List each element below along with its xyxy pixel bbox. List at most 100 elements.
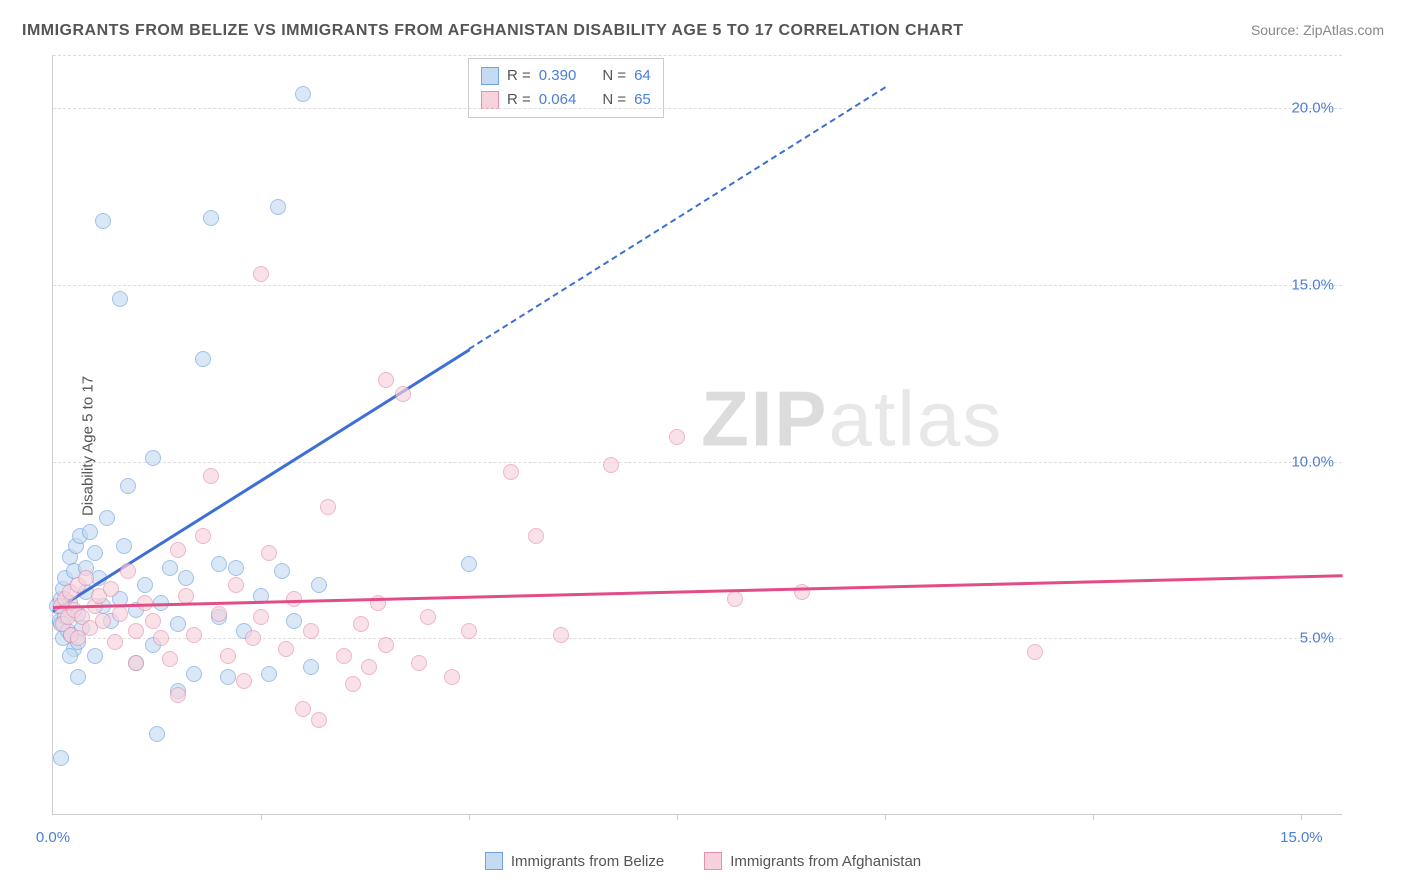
scatter-point-afghanistan [345,676,361,692]
scatter-point-belize [270,199,286,215]
scatter-point-belize [162,560,178,576]
scatter-point-afghanistan [261,545,277,561]
legend-label-belize: Immigrants from Belize [511,853,664,870]
y-tick-label: 10.0% [1291,453,1334,470]
scatter-point-belize [120,478,136,494]
scatter-point-belize [87,648,103,664]
scatter-point-afghanistan [461,623,477,639]
stats-n-label: N = [602,64,626,88]
scatter-point-belize [186,666,202,682]
scatter-point-belize [211,556,227,572]
scatter-point-belize [70,669,86,685]
scatter-point-afghanistan [145,613,161,629]
scatter-point-afghanistan [103,581,119,597]
legend-item-belize: Immigrants from Belize [485,852,664,870]
scatter-point-afghanistan [170,687,186,703]
legend-swatch-belize [485,852,503,870]
scatter-point-afghanistan [128,623,144,639]
scatter-point-afghanistan [295,701,311,717]
x-tick-label: 0.0% [36,829,70,846]
scatter-point-belize [145,450,161,466]
scatter-point-afghanistan [378,637,394,653]
x-tick-minor [261,814,262,820]
scatter-point-afghanistan [253,266,269,282]
legend-item-afghanistan: Immigrants from Afghanistan [704,852,921,870]
scatter-point-belize [53,750,69,766]
scatter-point-afghanistan [411,655,427,671]
scatter-point-afghanistan [236,673,252,689]
scatter-point-afghanistan [220,648,236,664]
scatter-plot-area: ZIPatlas R =0.390N =64R =0.064N =65 5.0%… [52,55,1342,815]
scatter-point-afghanistan [178,588,194,604]
scatter-point-belize [99,510,115,526]
scatter-point-afghanistan [195,528,211,544]
scatter-point-afghanistan [245,630,261,646]
stats-n-value-belize: 64 [634,64,651,88]
scatter-point-belize [295,86,311,102]
scatter-point-belize [461,556,477,572]
scatter-point-belize [286,613,302,629]
bottom-legend: Immigrants from Belize Immigrants from A… [0,852,1406,870]
scatter-point-afghanistan [311,712,327,728]
stats-row-belize: R = 0.390 N = 64 [481,64,651,88]
scatter-point-afghanistan [553,627,569,643]
scatter-point-belize [170,616,186,632]
scatter-point-belize [220,669,236,685]
scatter-point-afghanistan [503,464,519,480]
scatter-point-afghanistan [528,528,544,544]
scatter-point-afghanistan [170,542,186,558]
source-attribution: Source: ZipAtlas.com [1251,22,1384,38]
scatter-point-afghanistan [128,655,144,671]
x-tick-minor [1093,814,1094,820]
watermark-light: atlas [828,375,1003,463]
scatter-point-belize [311,577,327,593]
scatter-point-afghanistan [228,577,244,593]
scatter-point-afghanistan [107,634,123,650]
scatter-point-afghanistan [603,457,619,473]
scatter-point-afghanistan [95,613,111,629]
scatter-point-afghanistan [444,669,460,685]
y-tick-label: 5.0% [1300,630,1334,647]
scatter-point-afghanistan [253,609,269,625]
scatter-point-belize [62,648,78,664]
scatter-point-afghanistan [378,372,394,388]
legend-swatch-afghanistan [704,852,722,870]
y-tick-label: 20.0% [1291,100,1334,117]
scatter-point-afghanistan [303,623,319,639]
scatter-point-afghanistan [1027,644,1043,660]
scatter-point-belize [82,524,98,540]
scatter-point-afghanistan [278,641,294,657]
scatter-point-afghanistan [203,468,219,484]
watermark-bold: ZIP [701,375,828,463]
scatter-point-belize [303,659,319,675]
scatter-point-belize [274,563,290,579]
scatter-point-belize [112,291,128,307]
trend-line-dashed [469,87,886,350]
stats-swatch-belize [481,67,499,85]
gridline-horizontal [53,55,1342,56]
scatter-point-afghanistan [78,570,94,586]
scatter-point-belize [95,213,111,229]
scatter-point-afghanistan [162,651,178,667]
scatter-point-afghanistan [120,563,136,579]
scatter-point-belize [261,666,277,682]
y-tick-label: 15.0% [1291,276,1334,293]
scatter-point-belize [116,538,132,554]
stats-r-value-belize: 0.390 [539,64,577,88]
watermark-text: ZIPatlas [701,374,1003,465]
scatter-point-afghanistan [669,429,685,445]
scatter-point-belize [149,726,165,742]
gridline-horizontal [53,462,1342,463]
gridline-horizontal [53,108,1342,109]
scatter-point-afghanistan [361,659,377,675]
scatter-point-afghanistan [320,499,336,515]
x-tick-minor [885,814,886,820]
scatter-point-belize [178,570,194,586]
scatter-point-afghanistan [186,627,202,643]
x-tick-label: 15.0% [1280,829,1323,846]
stats-r-label: R = [507,64,531,88]
stats-swatch-afghanistan [481,91,499,109]
x-tick-minor [469,814,470,820]
legend-label-afghanistan: Immigrants from Afghanistan [730,853,921,870]
scatter-point-afghanistan [420,609,436,625]
